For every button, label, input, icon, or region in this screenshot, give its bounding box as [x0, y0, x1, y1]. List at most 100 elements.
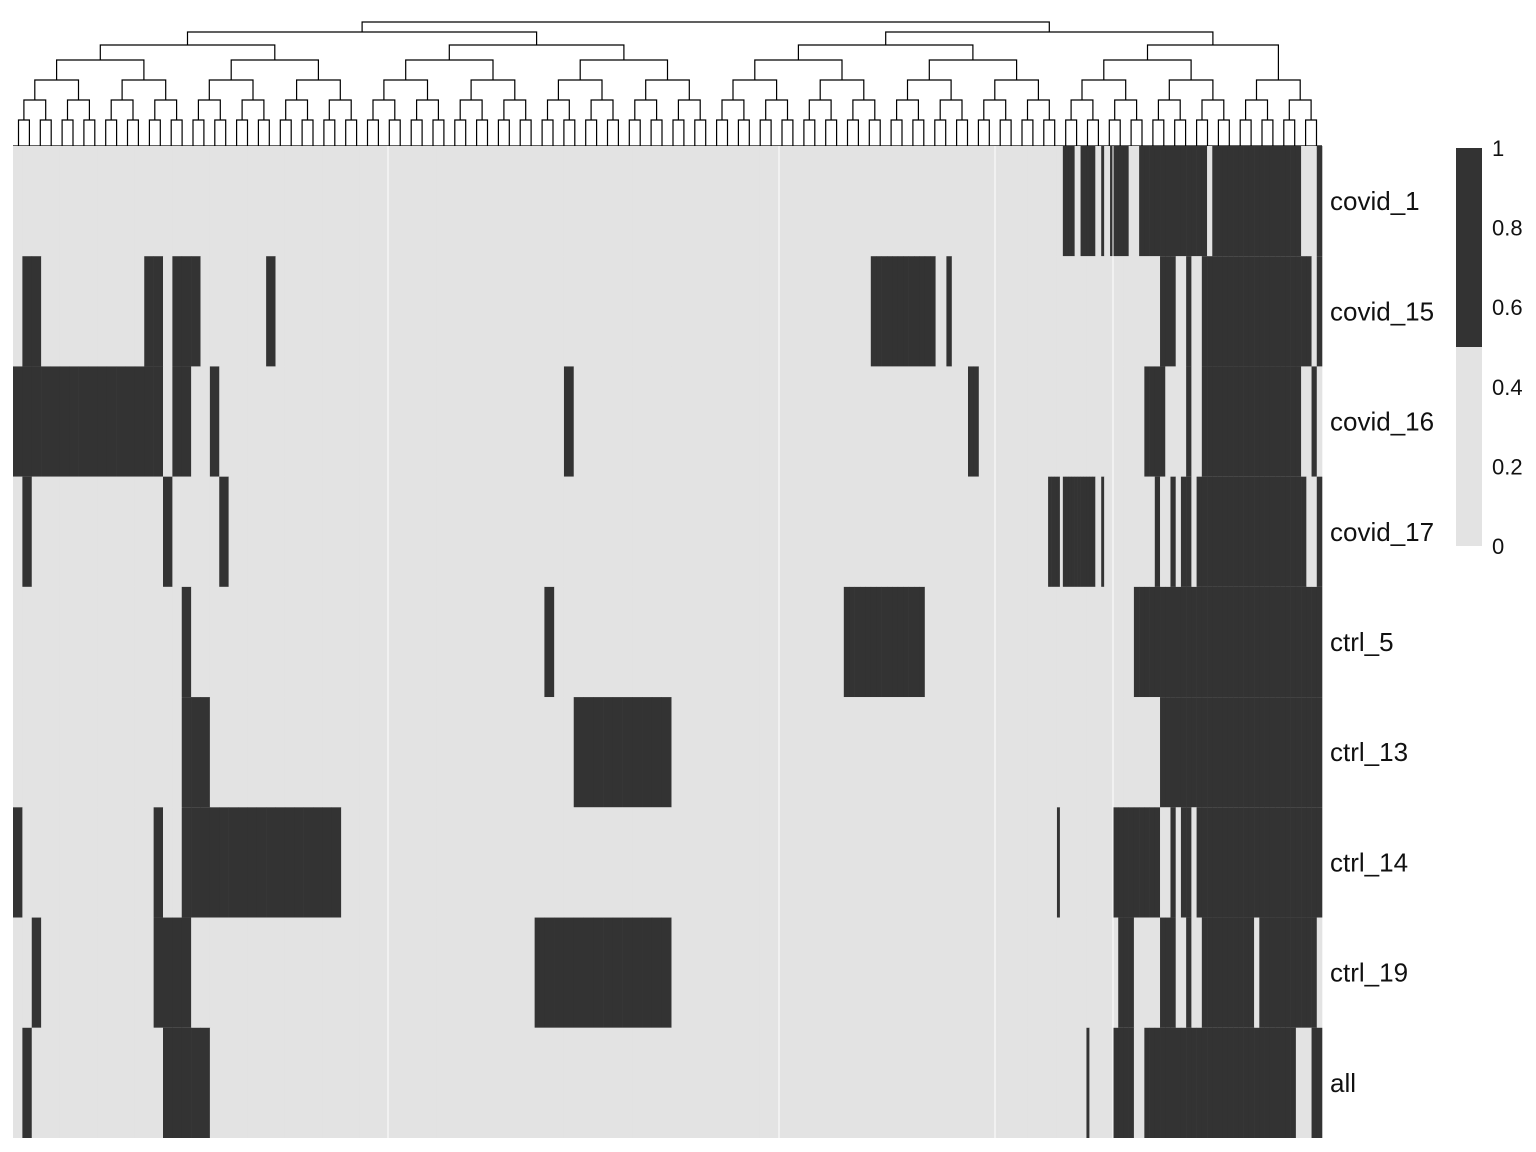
heatmap-cell — [919, 697, 926, 808]
heatmap-cell — [466, 1027, 477, 1138]
heatmap-cell — [903, 586, 909, 698]
heatmap-cell — [1191, 697, 1197, 808]
heatmap-cell — [822, 917, 828, 1028]
heatmap-cell — [41, 1027, 51, 1138]
heatmap-cell — [1207, 586, 1213, 698]
heatmap-cell — [887, 586, 893, 698]
dendrogram-branch — [912, 119, 925, 146]
heatmap-cell — [759, 807, 770, 918]
heatmap-cell — [1154, 807, 1161, 918]
heatmap-cell — [800, 1027, 807, 1138]
heatmap-cell — [1269, 476, 1276, 587]
heatmap-cell — [369, 1027, 379, 1138]
heatmap-cell — [1030, 256, 1034, 367]
heatmap-cell — [106, 366, 117, 477]
heatmap-cell — [612, 1027, 623, 1138]
heatmap-cell — [1104, 697, 1108, 808]
heatmap-cell — [838, 586, 845, 698]
heatmap-cell — [1207, 917, 1213, 1028]
heatmap-cell — [303, 586, 314, 698]
heatmap-cell — [632, 366, 643, 477]
heatmap-cell — [661, 917, 672, 1028]
heatmap-cell — [266, 807, 276, 918]
heatmap-cell — [475, 917, 487, 1028]
heatmap-cell — [700, 146, 711, 257]
heatmap-cell — [1095, 366, 1099, 477]
heatmap-cell — [378, 476, 389, 587]
heatmap-cell — [22, 807, 33, 918]
heatmap-cell — [887, 697, 893, 808]
heatmap-cell — [1165, 366, 1171, 477]
heatmap-cell — [1306, 697, 1312, 808]
dendrogram-branch — [694, 119, 707, 146]
heatmap-cell — [849, 917, 855, 1028]
heatmap-cell — [1077, 586, 1081, 698]
heatmap-cell — [827, 256, 834, 367]
heatmap-cell — [1015, 1027, 1019, 1138]
heatmap-cell — [475, 586, 487, 698]
heatmap-cell — [1118, 146, 1124, 257]
heatmap-cell — [671, 697, 682, 808]
dendrogram-branch — [448, 44, 625, 60]
heatmap-cell — [238, 366, 248, 477]
heatmap-cell — [612, 586, 623, 698]
heatmap-cell — [583, 1027, 594, 1138]
heatmap-cell — [642, 476, 653, 587]
heatmap-cell — [31, 697, 42, 808]
heatmap-cell — [720, 917, 731, 1028]
heatmap-cell — [612, 697, 623, 808]
heatmap-cell — [59, 586, 70, 698]
heatmap-cell — [603, 366, 614, 477]
heatmap-cell — [1051, 146, 1055, 257]
dendrogram-branch — [1255, 79, 1301, 100]
heatmap-cell — [59, 807, 70, 918]
heatmap-cell — [1101, 146, 1105, 257]
heatmap-cell — [1123, 146, 1129, 257]
heatmap-cell — [313, 917, 323, 1028]
heatmap-cell — [800, 807, 807, 918]
heatmap-cell — [134, 476, 145, 587]
heatmap-cell — [924, 256, 931, 367]
dendrogram-branch — [383, 79, 429, 100]
heatmap-cell — [897, 476, 904, 587]
heatmap-cell — [1154, 256, 1161, 367]
heatmap-cell — [341, 917, 351, 1028]
heatmap-cell — [816, 366, 823, 477]
heatmap-cell — [759, 697, 770, 808]
heatmap-cell — [843, 807, 850, 918]
heatmap-cell — [1059, 586, 1064, 698]
heatmap-cell — [563, 256, 575, 367]
heatmap-cell — [1311, 366, 1318, 477]
heatmap-cell — [1092, 807, 1096, 918]
heatmap-cell — [1018, 586, 1022, 698]
heatmap-cell — [951, 917, 958, 1028]
heatmap-cell — [651, 697, 662, 808]
heatmap-cell — [59, 1027, 70, 1138]
heatmap-cell — [924, 366, 931, 477]
heatmap-cell — [573, 1027, 584, 1138]
heatmap-cell — [247, 146, 258, 257]
heatmap-cell — [769, 807, 780, 918]
heatmap-cell — [1212, 917, 1218, 1028]
heatmap-cell — [247, 697, 258, 808]
heatmap-cell — [1080, 146, 1084, 257]
heatmap-cell — [88, 146, 98, 257]
heatmap-cell — [1065, 256, 1070, 367]
heatmap-cell — [341, 256, 351, 367]
heatmap-cell — [1042, 366, 1046, 477]
heatmap-cell — [759, 256, 770, 367]
heatmap-cell — [1149, 256, 1156, 367]
heatmap-cell — [720, 476, 731, 587]
heatmap-cell — [1009, 697, 1013, 808]
heatmap-cell — [407, 366, 418, 477]
heatmap-cell — [784, 146, 791, 257]
heatmap-cell — [887, 476, 893, 587]
heatmap-cell — [1077, 146, 1081, 257]
heatmap-cell — [1071, 256, 1075, 367]
heatmap-cell — [1062, 807, 1067, 918]
heatmap-cell — [466, 256, 477, 367]
heatmap-cell — [865, 807, 872, 918]
heatmap-cell — [88, 697, 98, 808]
heatmap-cell — [822, 476, 828, 587]
heatmap-cell — [730, 807, 741, 918]
